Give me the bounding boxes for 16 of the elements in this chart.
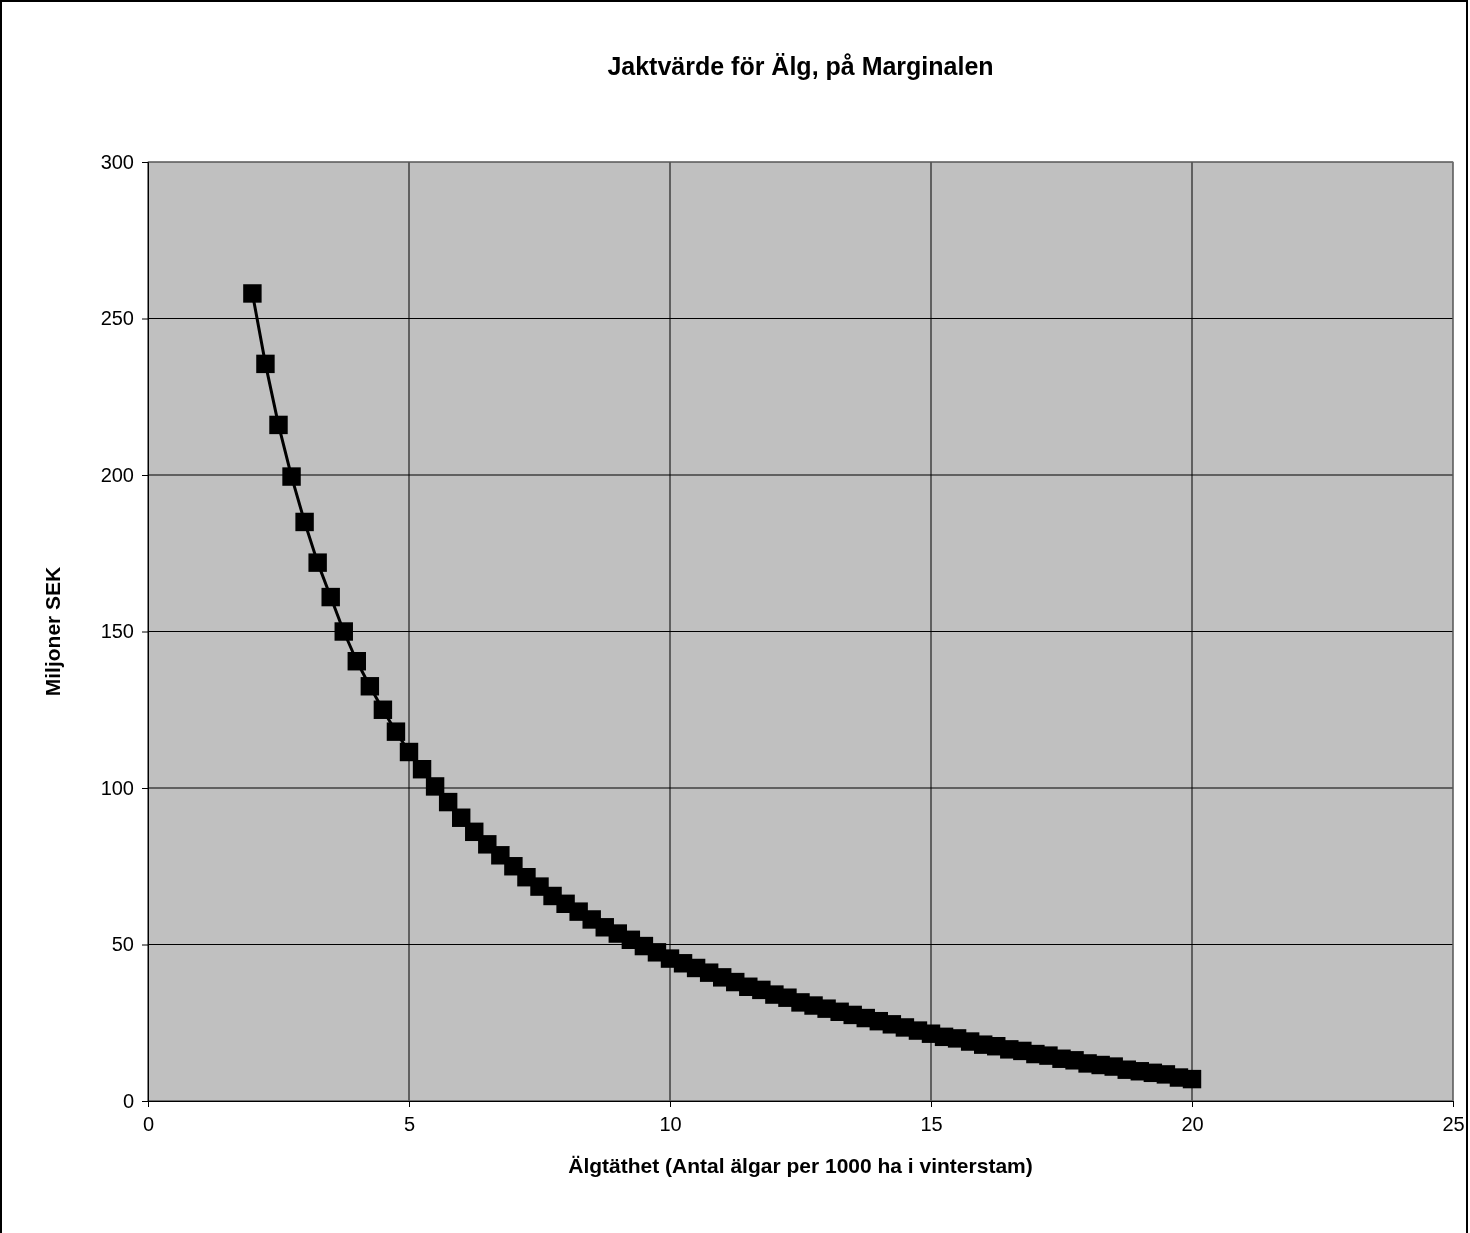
y-tick-label: 150 (100, 620, 134, 643)
x-tick-label: 0 (142, 1113, 155, 1136)
y-tick-label: 0 (122, 1089, 134, 1112)
y-tick-label: 200 (100, 463, 134, 486)
x-axis-title: Älgtäthet (Antal älgar per 1000 ha i vinterstam) (568, 1154, 1033, 1177)
y-tick-label: 100 (100, 776, 134, 799)
y-axis-title: Miljoner SEK (41, 566, 64, 697)
y-tick-label: 250 (100, 307, 134, 330)
x-tick-label: 15 (920, 1113, 943, 1136)
x-tick-label: 10 (659, 1113, 682, 1136)
x-tick-label: 20 (1181, 1113, 1204, 1136)
chart-title: Jaktvärde för Älg, på Marginalen (607, 52, 994, 80)
y-tick-label: 50 (111, 933, 134, 956)
y-tick-label: 300 (100, 150, 134, 173)
x-tick-label: 5 (403, 1113, 416, 1136)
x-tick-label: 25 (1442, 1113, 1465, 1136)
